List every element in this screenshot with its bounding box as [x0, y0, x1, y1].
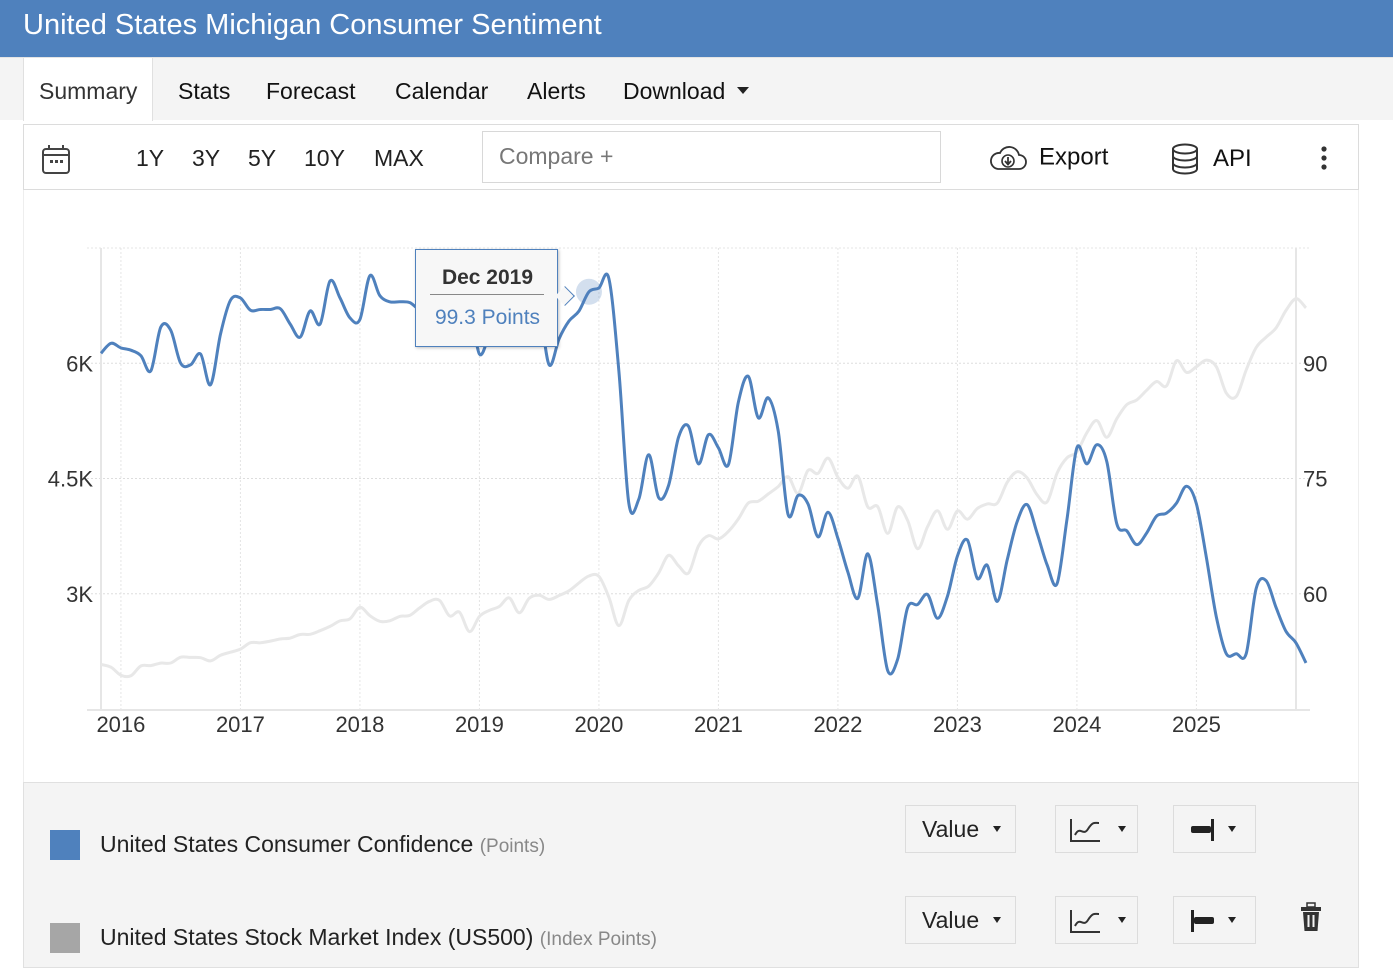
legend-label: United States Consumer Confidence (Point…	[100, 831, 545, 858]
export-label: Export	[1039, 143, 1109, 171]
range-10y-button[interactable]: 10Y	[304, 145, 345, 171]
tooltip-divider	[430, 294, 544, 295]
range-5y-button[interactable]: 5Y	[248, 145, 277, 171]
chart-type-select[interactable]	[1055, 805, 1138, 853]
range-max-button[interactable]: MAX	[374, 145, 424, 171]
caret-down-icon	[993, 826, 1001, 832]
line-chart-icon	[1069, 908, 1101, 939]
x-tick-label: 2017	[216, 712, 265, 737]
line-chart-icon	[1069, 817, 1101, 848]
compare-input[interactable]: Compare +	[482, 131, 941, 183]
x-tick-label: 2016	[96, 712, 145, 737]
highlight-marker	[575, 278, 602, 305]
x-tick-label: 2018	[335, 712, 384, 737]
tab-calendar[interactable]: Calendar	[395, 78, 489, 104]
trash-icon[interactable]	[1300, 902, 1322, 937]
x-tick-label: 2019	[455, 712, 504, 737]
tab-summary[interactable]: Summary	[23, 58, 154, 121]
chart-type-select[interactable]	[1055, 896, 1138, 944]
legend-row-stock-index: United States Stock Market Index (US500)…	[24, 888, 1360, 953]
value-mode-label: Value	[922, 816, 980, 842]
x-tick-label: 2020	[574, 712, 623, 737]
chart-toolbar: 1Y 3Y 5Y 10Y MAX Compare + Export API	[23, 124, 1359, 190]
export-button[interactable]: Export	[989, 143, 1108, 172]
tooltip-value: 99.3 Points	[434, 306, 541, 329]
y-right-tick-label: 60	[1303, 582, 1327, 607]
calendar-icon[interactable]	[41, 143, 71, 175]
api-label: API	[1213, 145, 1252, 172]
legend-label: United States Stock Market Index (US500)…	[100, 924, 657, 951]
range-3y-button[interactable]: 3Y	[192, 145, 221, 171]
caret-down-icon	[993, 917, 1001, 923]
value-mode-label: Value	[922, 907, 980, 933]
axis-select[interactable]	[1173, 805, 1256, 853]
series-line-stock-index	[100, 297, 1308, 679]
caret-down-icon	[1118, 917, 1126, 923]
y-right-tick-label: 75	[1303, 467, 1327, 492]
more-vertical-icon[interactable]	[1320, 145, 1328, 171]
tab-download[interactable]: Download	[623, 58, 750, 121]
series-unit: (Points)	[479, 836, 546, 857]
axis-select[interactable]	[1173, 896, 1256, 944]
x-tick-label: 2025	[1172, 712, 1221, 737]
x-tick-label: 2021	[694, 712, 743, 737]
x-tick-label: 2022	[813, 712, 862, 737]
legend-panel: United States Consumer Confidence (Point…	[23, 782, 1359, 968]
chart-area: 3K 4.5K 6K 60 75 90 2016 2017 2018 2019 2020 2021 20…	[23, 190, 1359, 782]
tooltip-date: Dec 2019	[441, 266, 534, 289]
caret-down-icon	[737, 87, 750, 95]
x-tick-label: 2024	[1052, 712, 1101, 737]
caret-down-icon	[1228, 826, 1236, 832]
axis-right-icon	[1190, 818, 1216, 847]
cloud-download-icon	[989, 145, 1027, 171]
series-name: United States Stock Market Index (US500)	[100, 924, 534, 950]
y-left-tick-label: 3K	[66, 582, 93, 607]
api-button[interactable]: API	[1171, 143, 1252, 175]
tab-stats[interactable]: Stats	[178, 78, 231, 104]
range-1y-button[interactable]: 1Y	[136, 145, 165, 171]
series-name: United States Consumer Confidence	[100, 831, 474, 857]
y-left-tick-label: 4.5K	[48, 467, 94, 492]
x-tick-label: 2023	[933, 712, 982, 737]
tab-alerts[interactable]: Alerts	[527, 78, 586, 104]
legend-row-consumer-confidence: United States Consumer Confidence (Point…	[24, 795, 1360, 860]
axis-left-icon	[1190, 909, 1216, 938]
tab-download-label: Download	[623, 78, 726, 104]
y-left-tick-label: 6K	[66, 351, 93, 376]
database-icon	[1171, 143, 1199, 175]
y-right-tick-label: 90	[1303, 351, 1327, 376]
value-mode-select[interactable]: Value	[905, 896, 1016, 944]
page-title: United States Michigan Consumer Sentimen…	[23, 9, 602, 41]
series-unit: (Index Points)	[539, 929, 657, 950]
caret-down-icon	[1118, 826, 1126, 832]
tab-bar: Summary Stats Forecast Calendar Alerts D…	[0, 57, 1393, 121]
series-color-swatch[interactable]	[50, 830, 80, 860]
tab-forecast[interactable]: Forecast	[266, 78, 356, 104]
title-bar: United States Michigan Consumer Sentimen…	[0, 0, 1393, 57]
value-mode-select[interactable]: Value	[905, 805, 1016, 853]
series-line-consumer-confidence	[99, 272, 1308, 676]
chart-tooltip: Dec 2019 99.3 Points	[415, 249, 575, 347]
line-chart: 3K 4.5K 6K 60 75 90 2016 2017 2018 2019 2020 2021 20…	[48, 247, 1327, 737]
caret-down-icon	[1228, 917, 1236, 923]
series-color-swatch[interactable]	[50, 923, 80, 953]
